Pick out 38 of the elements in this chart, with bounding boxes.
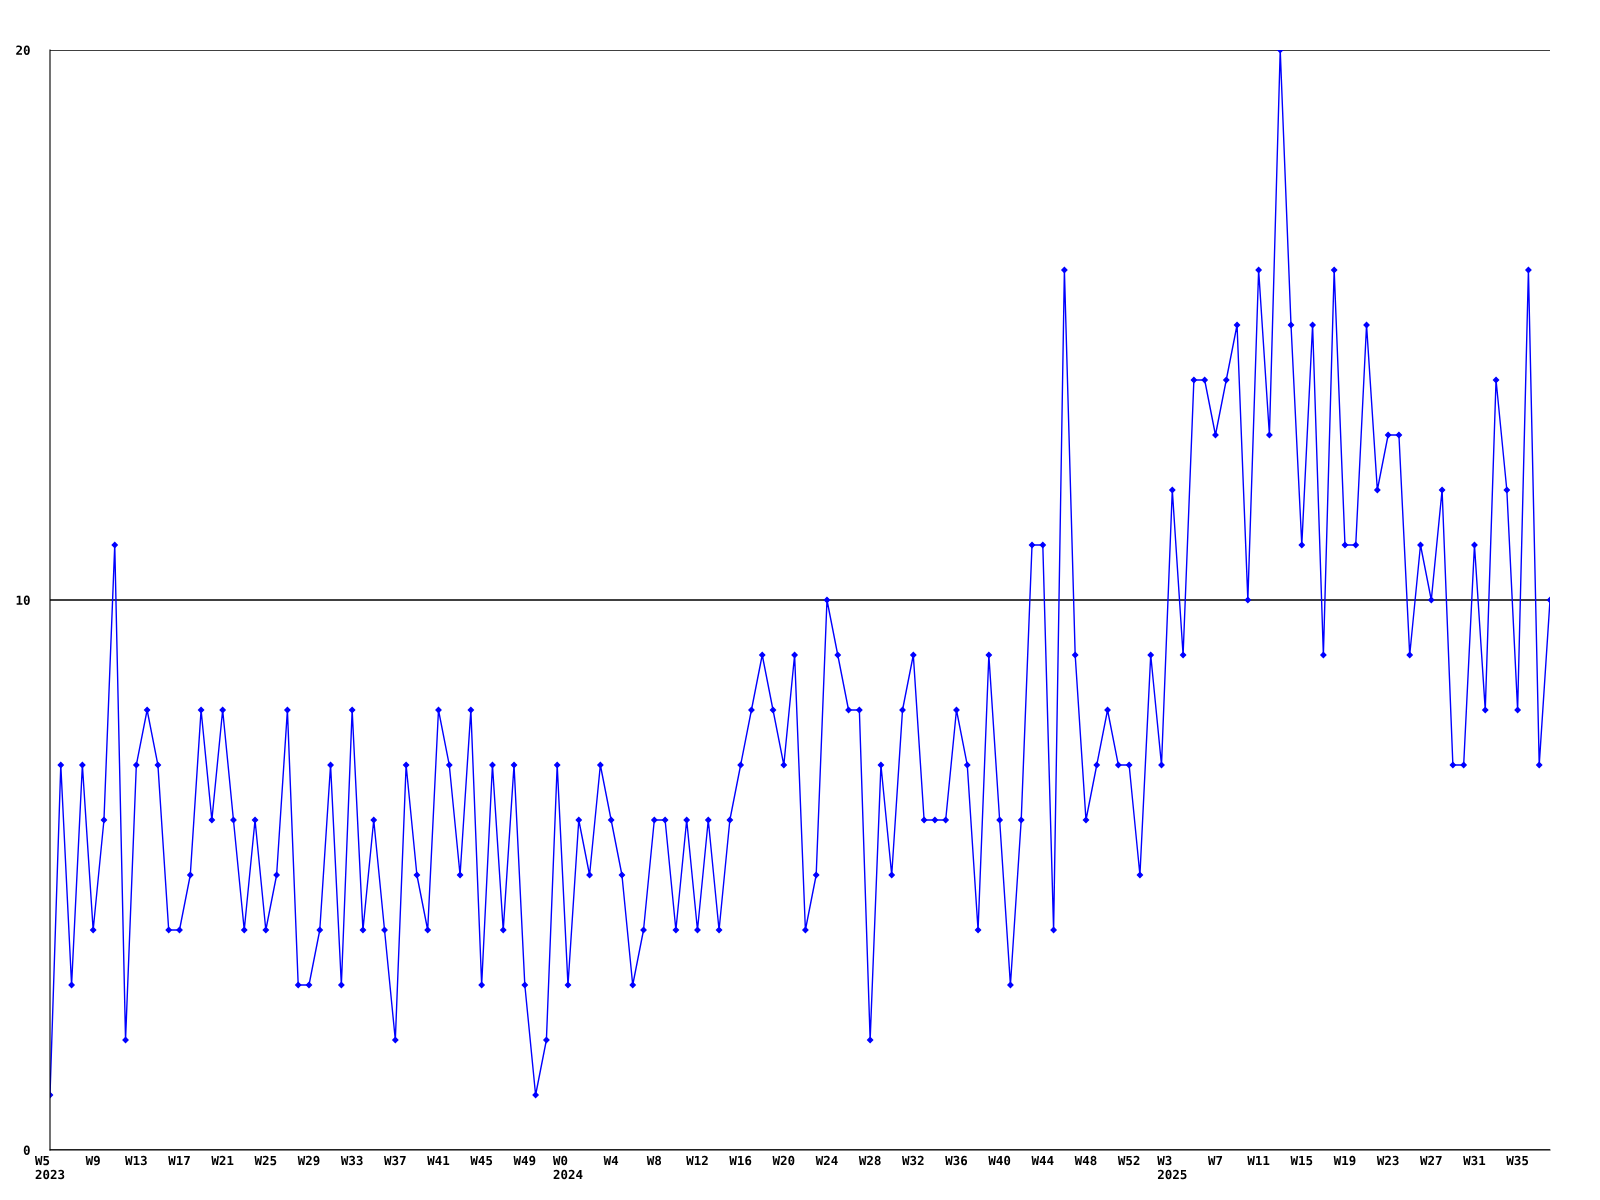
x-tick-label: W36 (945, 1155, 968, 1166)
x-tick-label: W19 (1333, 1155, 1356, 1166)
x-tick-label: W45 (470, 1155, 493, 1166)
x-tick-label: W52 (1117, 1155, 1140, 1166)
y-tick-label: 0 (23, 1145, 30, 1155)
x-tick-label: W7 (1207, 1155, 1223, 1166)
x-tick-label: W32 (902, 1155, 924, 1166)
x-tick-label: W17 (168, 1155, 190, 1166)
x-tick-label: W37 (384, 1155, 406, 1166)
x-tick-label: W29 (297, 1155, 320, 1166)
x-tick-label: W15 (1290, 1155, 1313, 1166)
x-tick-label: W31 (1463, 1155, 1486, 1166)
x-tick-label: W41 (427, 1155, 450, 1166)
x-tick-label: W21 (211, 1155, 234, 1166)
y-tick-label: 10 (16, 595, 30, 605)
x-tick-label: W11 (1247, 1155, 1270, 1166)
x-tick-label: W12 (686, 1155, 708, 1166)
x-tick-label: W23 (1376, 1155, 1399, 1166)
x-tick-label: W25 (254, 1155, 277, 1166)
x-tick-label: W44 (1031, 1155, 1054, 1166)
x-tick-label: W16 (729, 1155, 752, 1166)
y-tick-label: 20 (16, 45, 30, 55)
x-tick-label: W27 (1420, 1155, 1442, 1166)
x-tick-label: W24 (815, 1155, 838, 1166)
x-tick-label: W49 (513, 1155, 536, 1166)
x-tick-label: W3 2025 (1157, 1155, 1187, 1180)
x-tick-label: W9 (85, 1155, 100, 1166)
x-tick-label: W20 (772, 1155, 795, 1166)
x-tick-label: W8 (646, 1155, 662, 1166)
x-tick-label: W13 (125, 1155, 147, 1166)
x-tick-label: W0 2024 (552, 1155, 583, 1180)
x-tick-label: W5 2023 (34, 1155, 65, 1180)
x-tick-label: W40 (988, 1155, 1011, 1166)
x-tick-label: W48 (1074, 1155, 1097, 1166)
x-tick-label: W35 (1506, 1155, 1529, 1166)
x-tick-label: W33 (340, 1155, 363, 1166)
x-tick-label: W28 (858, 1155, 881, 1166)
x-tick-label: W4 (603, 1155, 619, 1166)
